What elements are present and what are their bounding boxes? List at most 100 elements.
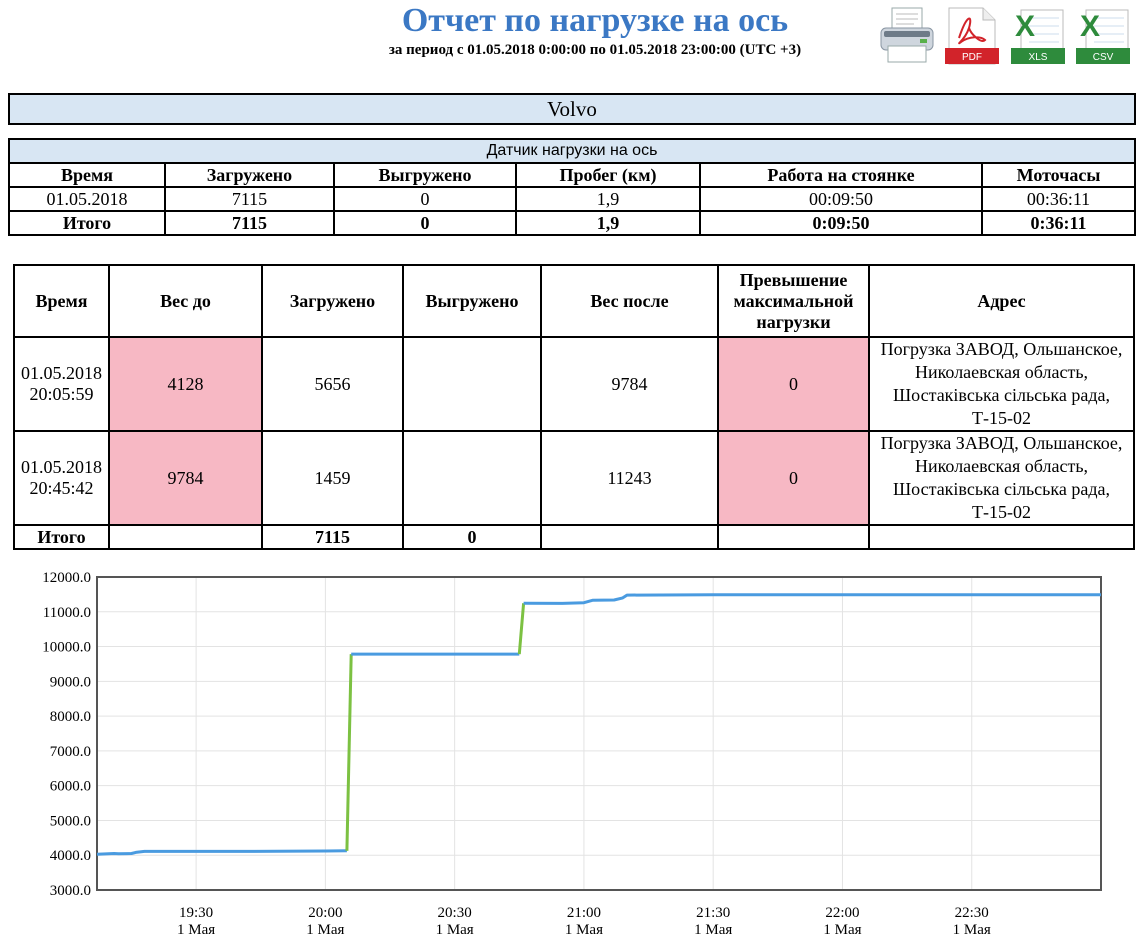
y-tick-label: 5000.0 xyxy=(50,813,91,829)
series-line xyxy=(517,603,526,655)
summary-total-row: Итого 7115 0 1,9 0:09:50 0:36:11 xyxy=(8,210,1136,236)
address-cell: Погрузка ЗАВОД, Ольшанское, Николаевская… xyxy=(868,430,1135,526)
export-pdf-button[interactable]: PDF xyxy=(943,6,1001,66)
x-tick-date: 1 Мая xyxy=(306,922,344,938)
event-date: 01.05.2018 xyxy=(21,363,102,383)
weight-after-cell: 11243 xyxy=(540,430,719,526)
x-tick-time: 22:00 xyxy=(825,905,859,921)
summary-caption: Датчик нагрузки на ось xyxy=(8,138,1136,164)
table-cell: 7115 xyxy=(164,210,335,236)
table-cell: 00:36:11 xyxy=(981,186,1136,212)
report-title: Отчет по нагрузке на ось xyxy=(401,2,789,39)
column-header: Вес до xyxy=(108,264,263,338)
chart-grid xyxy=(97,576,1101,891)
y-tick-label: 4000.0 xyxy=(50,848,91,864)
xls-label: XLS xyxy=(1029,52,1048,63)
pdf-file-icon: PDF xyxy=(945,7,999,65)
series-line xyxy=(345,654,353,851)
csv-letter: X xyxy=(1080,10,1100,43)
weight-after-cell: 9784 xyxy=(540,336,719,432)
x-tick-time: 21:00 xyxy=(567,905,601,921)
unloaded-cell xyxy=(402,336,542,432)
table-cell: 01.05.2018 xyxy=(8,186,166,212)
loaded-cell: 1459 xyxy=(261,430,404,526)
csv-label: CSV xyxy=(1093,52,1114,63)
table-cell: 1,9 xyxy=(515,210,701,236)
y-tick-label: 9000.0 xyxy=(50,674,91,690)
y-tick-label: 3000.0 xyxy=(50,883,91,899)
column-header: Выгружено xyxy=(333,162,517,188)
table-cell xyxy=(868,524,1135,550)
x-tick-date: 1 Мая xyxy=(177,922,215,938)
summary-table: Датчик нагрузки на ось Время Загружено В… xyxy=(8,138,1136,236)
event-date: 01.05.2018 xyxy=(21,457,102,477)
weight-before-cell: 9784 xyxy=(108,430,263,526)
printer-icon xyxy=(880,7,934,63)
event-clock: 20:05:59 xyxy=(29,384,94,404)
x-tick-time: 19:30 xyxy=(179,905,213,921)
print-button[interactable] xyxy=(878,6,936,66)
column-header: Адрес xyxy=(868,264,1135,338)
xls-file-icon: X XLS xyxy=(1011,9,1065,64)
x-tick-date: 1 Мая xyxy=(694,922,732,938)
table-cell: Итого xyxy=(8,210,166,236)
x-tick-time: 20:30 xyxy=(438,905,472,921)
table-cell: 00:09:50 xyxy=(699,186,983,212)
overload-cell: 0 xyxy=(717,336,870,432)
table-cell: 1,9 xyxy=(515,186,701,212)
csv-file-icon: X CSV xyxy=(1076,9,1130,64)
unloaded-cell xyxy=(402,430,542,526)
x-tick-time: 21:30 xyxy=(696,905,730,921)
y-tick-label: 11000.0 xyxy=(43,605,91,621)
table-cell xyxy=(717,524,870,550)
events-total-row: Итого 7115 0 xyxy=(13,524,1135,550)
series-line xyxy=(96,849,347,856)
y-tick-label: 6000.0 xyxy=(50,779,91,795)
x-tick-time: 20:00 xyxy=(308,905,342,921)
export-xls-button[interactable]: X XLS xyxy=(1009,6,1067,66)
x-tick-time: 22:30 xyxy=(955,905,989,921)
table-cell: 0 xyxy=(333,210,517,236)
table-cell: 0:36:11 xyxy=(981,210,1136,236)
table-row: 01.05.2018 7115 0 1,9 00:09:50 00:36:11 xyxy=(8,186,1136,212)
column-header: Выгружено xyxy=(402,264,542,338)
column-header: Время xyxy=(8,162,166,188)
export-csv-button[interactable]: X CSV xyxy=(1074,6,1132,66)
column-header: Время xyxy=(13,264,110,338)
plot-frame xyxy=(96,576,1102,891)
table-cell: Итого xyxy=(13,524,110,550)
loaded-cell: 5656 xyxy=(261,336,404,432)
column-header: Превышение максимальной нагрузки xyxy=(717,264,870,338)
column-header: Вес после xyxy=(540,264,719,338)
chart-series xyxy=(96,593,1101,856)
column-header: Загружено xyxy=(164,162,335,188)
overload-cell: 0 xyxy=(717,430,870,526)
table-cell xyxy=(540,524,719,550)
column-header: Загружено xyxy=(261,264,404,338)
series-line xyxy=(523,593,1101,605)
table-cell: 7115 xyxy=(164,186,335,212)
xls-letter: X xyxy=(1015,10,1035,43)
table-cell: 7115 xyxy=(261,524,404,550)
x-tick-date: 1 Мая xyxy=(436,922,474,938)
pdf-label: PDF xyxy=(962,52,982,63)
table-cell: 0:09:50 xyxy=(699,210,983,236)
event-clock: 20:45:42 xyxy=(29,478,94,498)
vehicle-name: Volvo xyxy=(8,93,1136,125)
event-time: 01.05.2018 20:45:42 xyxy=(13,430,110,526)
y-tick-label: 10000.0 xyxy=(42,640,91,656)
column-header: Пробег (км) xyxy=(515,162,701,188)
summary-header-row: Время Загружено Выгружено Пробег (км) Ра… xyxy=(8,162,1136,188)
events-header-row: Время Вес до Загружено Выгружено Вес пос… xyxy=(13,264,1135,338)
address-cell: Погрузка ЗАВОД, Ольшанское, Николаевская… xyxy=(868,336,1135,432)
x-tick-date: 1 Мая xyxy=(823,922,861,938)
y-tick-label: 12000.0 xyxy=(42,570,91,586)
table-row: 01.05.2018 20:05:59 4128 5656 9784 0 Погр… xyxy=(13,336,1135,432)
axle-load-chart: 12000.0 11000.0 10000.0 9000.0 8000.0 7000.0 6… xyxy=(42,570,1102,938)
column-header: Работа на стоянке xyxy=(699,162,983,188)
weight-before-cell: 4128 xyxy=(108,336,263,432)
y-axis: 12000.0 11000.0 10000.0 9000.0 8000.0 7000.0 6… xyxy=(42,570,91,899)
x-tick-date: 1 Мая xyxy=(565,922,603,938)
table-cell xyxy=(108,524,263,550)
